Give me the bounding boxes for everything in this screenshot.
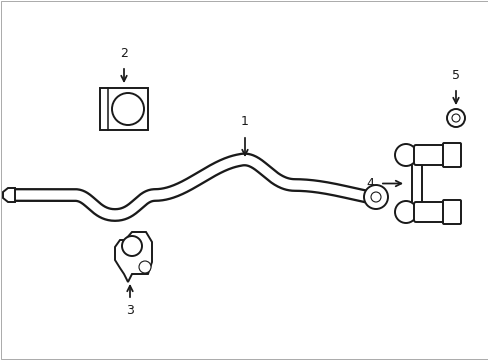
- Circle shape: [122, 236, 142, 256]
- Polygon shape: [100, 88, 148, 130]
- Circle shape: [363, 185, 387, 209]
- Polygon shape: [3, 188, 15, 202]
- Text: 5: 5: [451, 69, 459, 82]
- Circle shape: [370, 192, 380, 202]
- Text: 3: 3: [126, 304, 134, 317]
- FancyBboxPatch shape: [413, 202, 449, 222]
- Text: 2: 2: [120, 47, 128, 60]
- Circle shape: [446, 109, 464, 127]
- FancyBboxPatch shape: [442, 143, 460, 167]
- Circle shape: [139, 261, 151, 273]
- Circle shape: [451, 114, 459, 122]
- Circle shape: [394, 144, 416, 166]
- Text: 1: 1: [241, 115, 248, 128]
- Circle shape: [112, 93, 143, 125]
- FancyBboxPatch shape: [413, 145, 449, 165]
- Text: 4: 4: [366, 177, 373, 190]
- FancyBboxPatch shape: [442, 200, 460, 224]
- Circle shape: [394, 201, 416, 223]
- Polygon shape: [115, 232, 152, 282]
